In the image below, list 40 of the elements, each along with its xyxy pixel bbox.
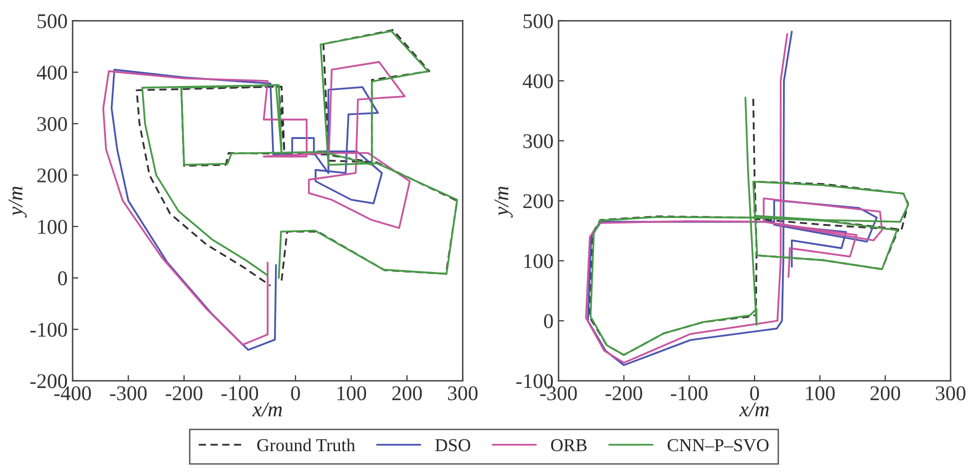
x-tick-label: 0 (291, 386, 300, 400)
x-axis-title: x/m (252, 402, 282, 416)
y-tick-label: 300 (523, 134, 553, 148)
y-tick-label: 0 (58, 271, 67, 286)
x-tick-label: -400 (54, 386, 91, 400)
y-tick-label: -100 (516, 374, 553, 388)
y-axis-title: y/m (8, 186, 27, 218)
y-axis-title: y/m (494, 186, 513, 218)
y-tick-label: -200 (30, 374, 67, 388)
y-tick-label: 400 (36, 66, 67, 80)
y-tick-label: 100 (524, 254, 553, 268)
x-tick-label: -100 (221, 386, 258, 400)
legend-label: DSO (435, 439, 470, 452)
y-tick-label: 200 (37, 168, 67, 183)
x-tick-label: 200 (870, 386, 900, 400)
x-tick-label: 300 (936, 386, 966, 400)
x-tick-label: 200 (392, 386, 422, 400)
y-tick-label: 400 (522, 74, 553, 88)
y-tick-label: 500 (38, 14, 67, 28)
y-tick-label: 300 (37, 117, 67, 132)
x-tick-label: 0 (750, 386, 759, 400)
x-tick-label: 100 (337, 386, 366, 400)
y-tick-label: 0 (544, 314, 553, 328)
x-tick-label: 100 (806, 386, 835, 400)
x-tick-label: -300 (540, 386, 577, 400)
legend-label: CNN–P–SVO (668, 439, 769, 452)
x-tick-label: -300 (110, 386, 147, 400)
line-series (102, 61, 411, 346)
x-tick-label: -200 (166, 386, 202, 400)
legend-label: ORB (551, 439, 587, 452)
x-tick-label: -200 (606, 386, 642, 400)
y-tick-label: 100 (38, 220, 67, 234)
x-axis-title: x/m (739, 402, 769, 416)
y-tick-label: 200 (523, 194, 553, 208)
x-tick-label: 300 (448, 386, 478, 400)
y-tick-label: -100 (30, 322, 67, 337)
line-series (110, 68, 383, 351)
x-tick-label: -100 (670, 386, 708, 400)
y-tick-label: 500 (524, 14, 553, 28)
legend-label: Ground Truth (257, 438, 356, 452)
